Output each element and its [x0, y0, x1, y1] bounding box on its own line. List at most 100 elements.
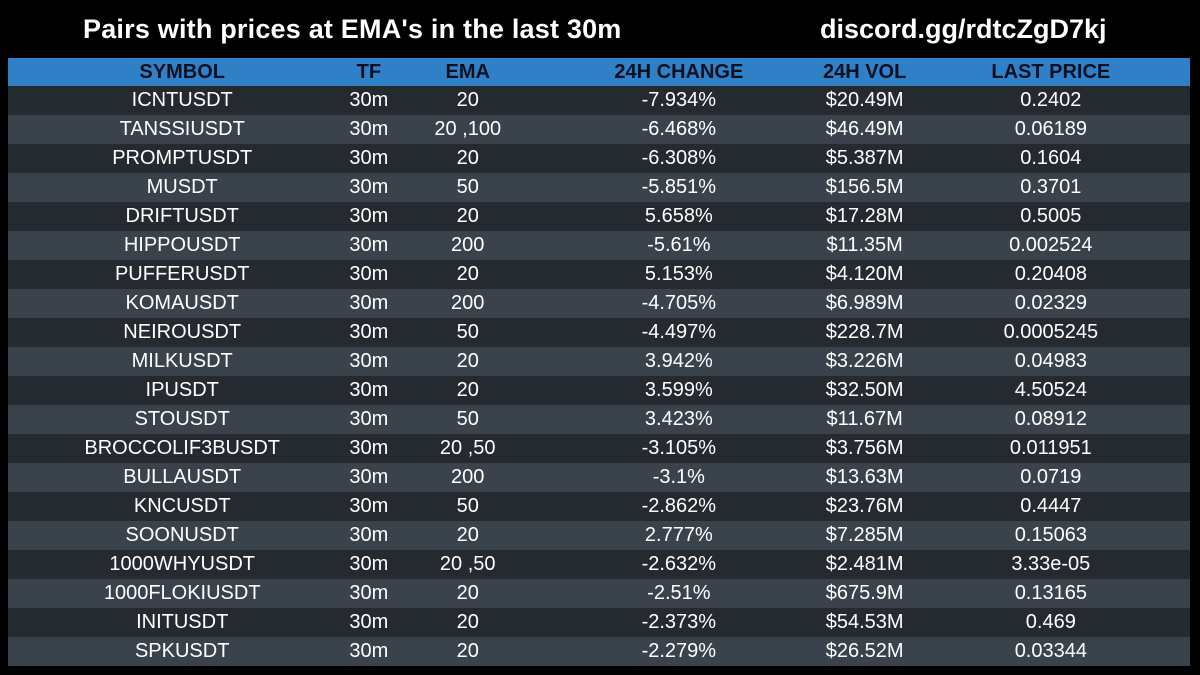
tf-cell: 30m [349, 495, 389, 517]
volume-cell: $4.120M [825, 263, 904, 285]
volume-cell: $6.989M [825, 292, 904, 314]
ema-cell: 200 [451, 234, 485, 256]
column-header-tf[interactable]: TF [356, 60, 382, 83]
last-price-cell: 0.13165 [1014, 582, 1087, 604]
table-row: BROCCOLIF3BUSDT 30m 20 ,50 -3.105% $3.756M 0.… [8, 434, 1190, 463]
ema-cell: 200 [451, 292, 485, 314]
last-price-cell: 0.20408 [1014, 263, 1087, 285]
change-cell: -5.851% [641, 176, 717, 198]
page-title: Pairs with prices at EMA's in the last 3… [83, 14, 622, 44]
tf-cell: 30m [349, 350, 389, 372]
tf-cell: 30m [349, 437, 389, 459]
volume-cell: $11.35M [826, 234, 903, 256]
symbol-cell: DRIFTUSDT [125, 205, 239, 227]
header: Pairs with prices at EMA's in the last 3… [0, 0, 1200, 58]
symbol-cell: INITUSDT [136, 611, 229, 633]
symbol-cell: MILKUSDT [131, 350, 233, 372]
last-price-cell: 4.50524 [1014, 379, 1087, 401]
tf-cell: 30m [349, 582, 389, 604]
symbol-cell: 1000WHYUSDT [109, 553, 255, 575]
symbol-cell: PUFFERUSDT [114, 263, 250, 285]
volume-cell: $156.5M [825, 176, 904, 198]
ema-cell: 20 [456, 582, 479, 604]
symbol-cell: IPUSDT [145, 379, 219, 401]
symbol-cell: PROMPTUSDT [112, 147, 253, 169]
last-price-cell: 0.2402 [1020, 89, 1082, 111]
ema-cell: 20 [456, 611, 479, 633]
column-header-24h-change[interactable]: 24H CHANGE [614, 60, 744, 83]
tf-cell: 30m [349, 640, 389, 662]
volume-cell: $675.9M [825, 582, 904, 604]
ema-cell: 50 [456, 408, 479, 430]
last-price-cell: 0.002524 [1009, 234, 1093, 256]
symbol-cell: SPKUSDT [134, 640, 230, 662]
last-price-cell: 0.3701 [1020, 176, 1082, 198]
last-price-cell: 0.0719 [1020, 466, 1082, 488]
change-cell: 3.599% [644, 379, 713, 401]
volume-cell: $3.226M [825, 350, 904, 372]
last-price-cell: 0.1604 [1020, 147, 1082, 169]
symbol-cell: KOMAUSDT [125, 292, 239, 314]
ema-cell: 20 [456, 263, 479, 285]
volume-cell: $23.76M [825, 495, 904, 517]
table-row: MILKUSDT 30m 20 3.942% $3.226M 0.04983 [8, 347, 1190, 376]
ema-cell: 50 [456, 321, 479, 343]
table-row: BULLAUSDT 30m 200 -3.1% $13.63M 0.0719 [8, 463, 1190, 492]
tf-cell: 30m [349, 263, 389, 285]
volume-cell: $228.7M [825, 321, 904, 343]
change-cell: -6.308% [641, 147, 717, 169]
table-row: DRIFTUSDT 30m 20 5.658% $17.28M 0.5005 [8, 202, 1190, 231]
table-row: KNCUSDT 30m 50 -2.862% $23.76M 0.4447 [8, 492, 1190, 521]
tf-cell: 30m [349, 89, 389, 111]
ema-cell: 20 ,100 [434, 118, 502, 140]
change-cell: 3.942% [644, 350, 713, 372]
symbol-cell: NEIROUSDT [123, 321, 242, 343]
discord-link[interactable]: discord.gg/rdtcZgD7kj [820, 14, 1107, 44]
table-row: KOMAUSDT 30m 200 -4.705% $6.989M 0.02329 [8, 289, 1190, 318]
symbol-cell: BROCCOLIF3BUSDT [84, 437, 280, 459]
change-cell: 5.153% [644, 263, 713, 285]
column-header-symbol[interactable]: SYMBOL [139, 60, 225, 83]
last-price-cell: 0.04983 [1014, 350, 1087, 372]
last-price-cell: 3.33e-05 [1011, 553, 1091, 575]
table-row: INITUSDT 30m 20 -2.373% $54.53M 0.469 [8, 608, 1190, 637]
ema-cell: 20 [456, 350, 479, 372]
ema-cell: 20 ,50 [439, 553, 496, 575]
symbol-cell: BULLAUSDT [123, 466, 242, 488]
table-row: PUFFERUSDT 30m 20 5.153% $4.120M 0.20408 [8, 260, 1190, 289]
tf-cell: 30m [349, 147, 389, 169]
change-cell: 5.658% [644, 205, 713, 227]
table-row: STOUSDT 30m 50 3.423% $11.67M 0.08912 [8, 405, 1190, 434]
ema-cell: 20 [456, 147, 479, 169]
last-price-cell: 0.15063 [1014, 524, 1087, 546]
tf-cell: 30m [349, 408, 389, 430]
change-cell: -5.61% [647, 234, 711, 256]
symbol-cell: KNCUSDT [133, 495, 231, 517]
column-header-24h-vol[interactable]: 24H VOL [822, 60, 907, 83]
ema-cell: 50 [456, 176, 479, 198]
change-cell: -4.705% [641, 292, 717, 314]
ema-cell: 20 ,50 [439, 437, 496, 459]
table-row: MUSDT 30m 50 -5.851% $156.5M 0.3701 [8, 173, 1190, 202]
tf-cell: 30m [349, 205, 389, 227]
column-header-ema[interactable]: EMA [445, 60, 490, 83]
change-cell: -3.1% [652, 466, 705, 488]
tf-cell: 30m [349, 524, 389, 546]
tf-cell: 30m [349, 611, 389, 633]
tf-cell: 30m [349, 466, 389, 488]
table-row: NEIROUSDT 30m 50 -4.497% $228.7M 0.0005245 [8, 318, 1190, 347]
tf-cell: 30m [349, 553, 389, 575]
volume-cell: $32.50M [825, 379, 904, 401]
volume-cell: $5.387M [825, 147, 904, 169]
symbol-cell: SOONUSDT [125, 524, 239, 546]
tf-cell: 30m [349, 118, 389, 140]
symbol-cell: STOUSDT [134, 408, 230, 430]
last-price-cell: 0.0005245 [1003, 321, 1099, 343]
change-cell: -6.468% [641, 118, 717, 140]
volume-cell: $54.53M [825, 611, 904, 633]
column-header-last-price[interactable]: LAST PRICE [991, 60, 1111, 83]
change-cell: -2.862% [641, 495, 717, 517]
table-row: SPKUSDT 30m 20 -2.279% $26.52M 0.03344 [8, 637, 1190, 666]
volume-cell: $20.49M [825, 89, 904, 111]
table-header-row: SYMBOL TF EMA 24H CHANGE 24H VOL LAST PR… [8, 58, 1190, 86]
